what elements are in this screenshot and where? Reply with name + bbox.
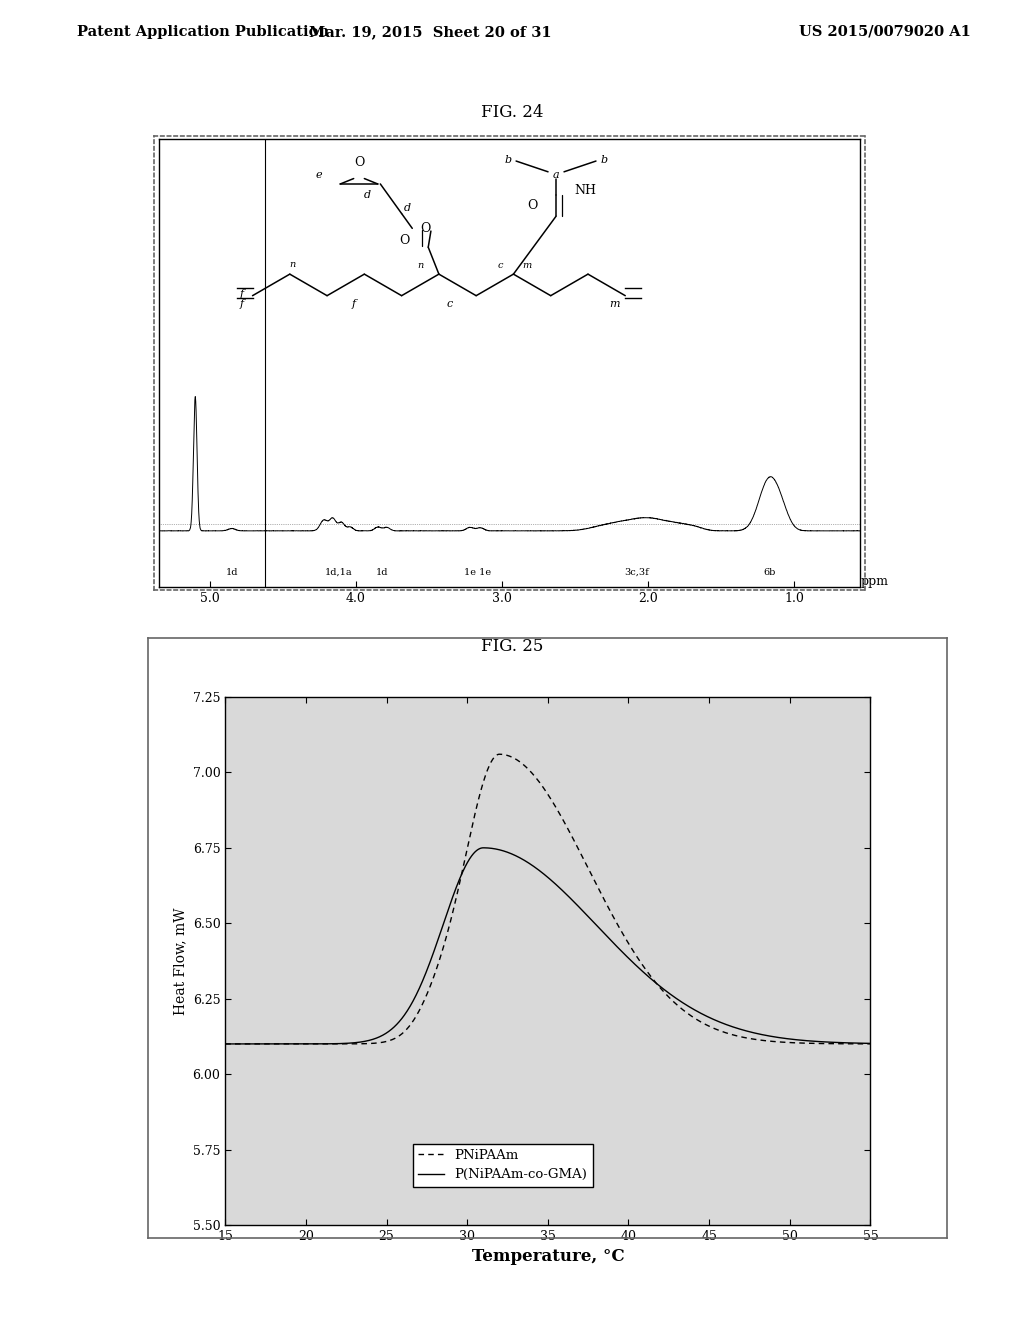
PNiPAAm: [534, 774, 546, 789]
P(NiPAAm-co-GMA): [864, 1035, 877, 1051]
Text: NH: NH: [574, 185, 597, 197]
Text: FIG. 25: FIG. 25: [481, 639, 543, 655]
Text: b: b: [505, 154, 512, 165]
P(NiPAAm-co-GMA): [219, 1036, 231, 1052]
Text: O: O: [420, 222, 431, 235]
Text: n: n: [290, 260, 296, 269]
Text: d: d: [403, 203, 411, 213]
Text: 1d: 1d: [376, 568, 388, 577]
PNiPAAm: [727, 1027, 739, 1043]
PNiPAAm: [494, 746, 506, 762]
Text: a: a: [553, 169, 559, 180]
Text: 3c,3f: 3c,3f: [625, 568, 649, 577]
P(NiPAAm-co-GMA): [477, 840, 489, 855]
Legend: PNiPAAm, P(NiPAAm-co-GMA): PNiPAAm, P(NiPAAm-co-GMA): [413, 1143, 593, 1187]
PNiPAAm: [219, 1036, 231, 1052]
PNiPAAm: [864, 1036, 877, 1052]
PNiPAAm: [846, 1036, 858, 1052]
PNiPAAm: [516, 756, 528, 772]
P(NiPAAm-co-GMA): [846, 1035, 858, 1051]
P(NiPAAm-co-GMA): [846, 1035, 858, 1051]
P(NiPAAm-co-GMA): [534, 862, 546, 878]
X-axis label: Temperature, °C: Temperature, °C: [471, 1249, 625, 1266]
Text: b: b: [600, 154, 607, 165]
Text: c: c: [498, 261, 503, 271]
Text: f: f: [240, 298, 244, 309]
Text: FIG. 24: FIG. 24: [480, 104, 544, 120]
P(NiPAAm-co-GMA): [727, 1019, 739, 1035]
Text: 1d: 1d: [225, 568, 238, 577]
P(NiPAAm-co-GMA): [252, 1036, 264, 1052]
Text: ppm: ppm: [860, 576, 888, 587]
PNiPAAm: [846, 1036, 858, 1052]
Text: f: f: [351, 298, 355, 309]
Line: P(NiPAAm-co-GMA): P(NiPAAm-co-GMA): [225, 847, 870, 1044]
Text: Mar. 19, 2015  Sheet 20 of 31: Mar. 19, 2015 Sheet 20 of 31: [309, 25, 551, 40]
Text: Patent Application Publication: Patent Application Publication: [77, 25, 329, 40]
Text: f: f: [240, 289, 244, 300]
Text: c: c: [446, 298, 453, 309]
Text: O: O: [527, 199, 538, 213]
Text: d: d: [364, 190, 371, 199]
PNiPAAm: [252, 1036, 264, 1052]
Text: m: m: [609, 298, 620, 309]
Text: 6b: 6b: [763, 568, 776, 577]
Text: n: n: [418, 261, 424, 271]
Text: m: m: [522, 261, 531, 271]
Text: O: O: [399, 234, 410, 247]
Text: O: O: [354, 156, 365, 169]
Text: 1d,1a: 1d,1a: [325, 568, 352, 577]
Text: e: e: [315, 169, 323, 180]
Y-axis label: Heat Flow, mW: Heat Flow, mW: [173, 907, 187, 1015]
Text: US 2015/0079020 A1: US 2015/0079020 A1: [799, 25, 971, 40]
Line: PNiPAAm: PNiPAAm: [225, 754, 870, 1044]
P(NiPAAm-co-GMA): [516, 851, 528, 867]
Text: 1e 1e: 1e 1e: [464, 568, 490, 577]
